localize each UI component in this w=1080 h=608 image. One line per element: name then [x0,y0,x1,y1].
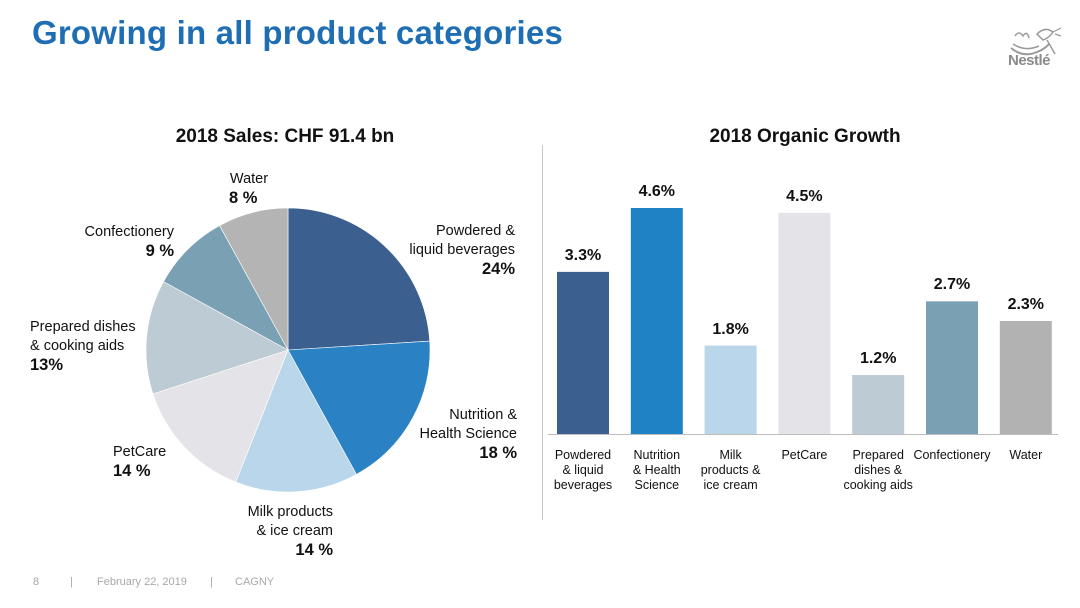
pie-label-text: & cooking aids [30,338,125,354]
pie-label-text: & ice cream [256,523,333,539]
bar-category-label-line: Water [1009,448,1043,462]
pie-label-confectionery: Confectionery 9 % [60,223,174,261]
bar-category-label-line: PetCare [781,448,828,462]
bar-category-label-line: Confectionery [913,448,991,462]
pie-label-value: 14 % [295,541,333,559]
bar-value-label: 1.2% [859,350,897,368]
bar-category-label-line: Prepared [852,448,904,462]
bar-category-label-line: Science [634,478,680,492]
pie-slice-nutrition-health-science [287,340,431,475]
chart-divider [542,145,543,520]
footer-separator: | [210,576,213,588]
pie-slice-confectionery [163,225,289,351]
bar-category-label: Water [981,448,1071,463]
bar-category-label: Prepared dishes & cooking aids [833,448,923,493]
bar-category-label-line: ice cream [703,478,758,492]
pie-label-value: 13% [30,356,64,374]
pie-label-value: 9 % [145,242,174,260]
pie-label-text: Water [229,171,269,187]
bar-6 [926,301,978,434]
bar-5 [852,375,905,434]
bar-value-label: 2.7% [933,276,971,294]
pie-slice-milk-products-ice-cream [235,349,357,493]
pie-label-text: Powdered & [436,223,515,239]
bar-category-label: Powdered & liquid beverages [538,448,628,493]
pie-slice-prepared-dishes-cooking-aids [145,281,289,395]
footer-separator: | [70,576,73,588]
pie-label-powdered-beverages: Powdered & liquid beverages 24% [395,222,515,279]
pie-label-value: 18 % [479,444,517,462]
bar-value-label: 2.3% [1007,296,1045,313]
footer-event: CAGNY [235,576,275,588]
bar-2 [630,208,683,434]
bar-1 [557,271,609,434]
bar-category-label-line: cooking aids [843,478,913,492]
bar-value-label: 4.6% [638,183,676,200]
bar-chart-title: 2018 Organic Growth [709,126,901,147]
pie-label-text: Nutrition & [449,407,517,423]
pie-label-value: 24% [481,260,515,278]
bar-7 [999,321,1052,434]
bar-category-label-line: Nutrition [633,448,681,462]
pie-label-text: Prepared dishes [30,319,136,335]
bar-4 [778,212,831,434]
pie-label-nutrition: Nutrition & Health Science 18 % [400,406,517,463]
bar-value-label: 3.3% [564,246,602,264]
bar-value-label: 4.5% [786,187,823,205]
footer-page-number: 8 [33,576,40,588]
bar-category-label-line: products & [700,463,761,477]
pie-slice-water [219,207,289,351]
bar-category-label-line: dishes & [854,463,903,477]
bar-category-label: Nutrition & Health Science [612,448,702,493]
pie-label-text: Confectionery [84,224,174,240]
bar-category-label: Confectionery [907,448,997,463]
pie-label-text: Milk products [247,504,333,520]
pie-label-milk-products: Milk products & ice cream 14 % [218,503,333,560]
bar-category-label-line: & liquid [562,463,604,477]
bar-category-label-line: Powdered [554,448,612,462]
bar-category-label-line: & Health [632,463,681,477]
pie-label-text: liquid beverages [409,242,515,258]
pie-label-text: PetCare [113,444,167,460]
pie-label-text: Health Science [419,426,517,442]
pie-slice-powdered-liquid-beverages [287,207,431,351]
slide-title: Growing in all product categories [32,14,564,51]
bar-category-label-line: beverages [553,478,613,492]
bar-category-label-line: Milk [719,448,742,462]
bar-3 [704,345,757,434]
footer-date: February 22, 2019 [97,576,187,588]
pie-label-value: 8 % [229,189,258,207]
bar-value-label: 1.8% [712,320,749,338]
nestle-nest-logo-icon [1010,27,1062,56]
nestle-logo-text: Nestlé [1008,52,1051,69]
bar-category-label: Milk products & ice cream [686,448,776,493]
pie-label-water: Water 8 % [219,170,279,208]
bar-category-label: PetCare [759,448,849,463]
pie-label-petcare: PetCare 14 % [113,443,193,481]
pie-chart-title: 2018 Sales: CHF 91.4 bn [175,126,395,147]
pie-label-prepared-dishes: Prepared dishes & cooking aids 13% [30,318,170,375]
pie-label-value: 14 % [113,462,151,480]
